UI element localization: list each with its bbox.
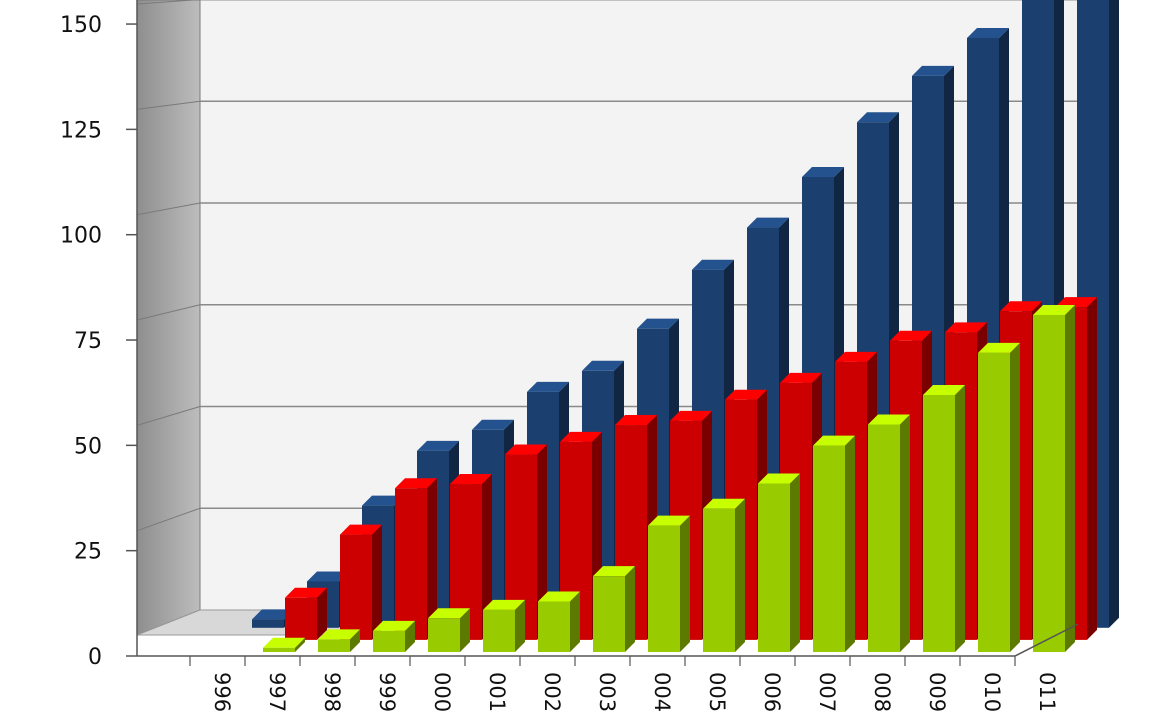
grid-line-side bbox=[136, 304, 201, 321]
bar-2-1998 bbox=[340, 524, 382, 640]
bar-3-2000 bbox=[428, 608, 470, 652]
x-tick-label: 997 bbox=[265, 672, 289, 712]
bar-3-2010 bbox=[978, 342, 1020, 652]
bar-3-2005 bbox=[703, 498, 745, 652]
x-tick-label: 009 bbox=[925, 672, 949, 712]
bar-3-1997 bbox=[263, 637, 305, 652]
x-tick-label: 996 bbox=[210, 672, 234, 712]
x-tick-label: 001 bbox=[485, 672, 509, 712]
x-tick-label: 004 bbox=[650, 672, 674, 712]
bar-2-1999 bbox=[395, 478, 437, 640]
x-tick-label: 010 bbox=[980, 672, 1004, 712]
bar-3-2002 bbox=[538, 591, 580, 652]
x-tick-label: 011 bbox=[1035, 672, 1059, 712]
y-tick-label: 125 bbox=[60, 118, 102, 143]
x-tick-label: 007 bbox=[815, 672, 839, 712]
y-tick-label: 75 bbox=[74, 329, 102, 354]
bar-3-2004 bbox=[648, 515, 690, 652]
bar-3-2003 bbox=[593, 566, 635, 652]
y-tick-label: 25 bbox=[74, 540, 102, 565]
bar-3-2007 bbox=[813, 435, 855, 652]
x-axis-depth-line bbox=[1014, 623, 1079, 657]
bar-3-2011 bbox=[1033, 304, 1075, 652]
grid-line-side bbox=[136, 406, 201, 426]
x-tick-label: 002 bbox=[540, 672, 564, 712]
bar-3-1999 bbox=[373, 620, 415, 652]
y-tick-label: 150 bbox=[60, 13, 102, 38]
bars bbox=[252, 0, 1119, 652]
x-tick-label: 006 bbox=[760, 672, 784, 712]
x-tick-label: 998 bbox=[320, 672, 344, 712]
bar-3-2006 bbox=[758, 473, 800, 652]
grid-line-side bbox=[136, 202, 201, 216]
x-tick-label: 999 bbox=[375, 672, 399, 712]
x-tick-label: 000 bbox=[430, 672, 454, 712]
x-tick-label: 005 bbox=[705, 672, 729, 712]
y-tick-label: 0 bbox=[88, 645, 102, 670]
y-axis: 0 25 50 75 100 125 150 bbox=[60, 0, 138, 670]
y-tick-label: 50 bbox=[74, 434, 102, 459]
x-axis: 996 997 998 999 000 001 002 003 004 005 006 007 008 0… bbox=[137, 623, 1079, 712]
bar-2-1997 bbox=[285, 587, 327, 640]
bar-3-2001 bbox=[483, 599, 525, 652]
bar-3-1998 bbox=[318, 629, 360, 652]
y-tick-label: 100 bbox=[60, 224, 102, 249]
grid-line-side bbox=[136, 100, 201, 110]
grid-line-side bbox=[136, 507, 201, 532]
bar-3-2009 bbox=[923, 385, 965, 652]
bar-3-2008 bbox=[868, 414, 910, 652]
x-tick-label: 008 bbox=[870, 672, 894, 712]
grid-line-side bbox=[136, 0, 201, 5]
x-tick-label: 003 bbox=[595, 672, 619, 712]
